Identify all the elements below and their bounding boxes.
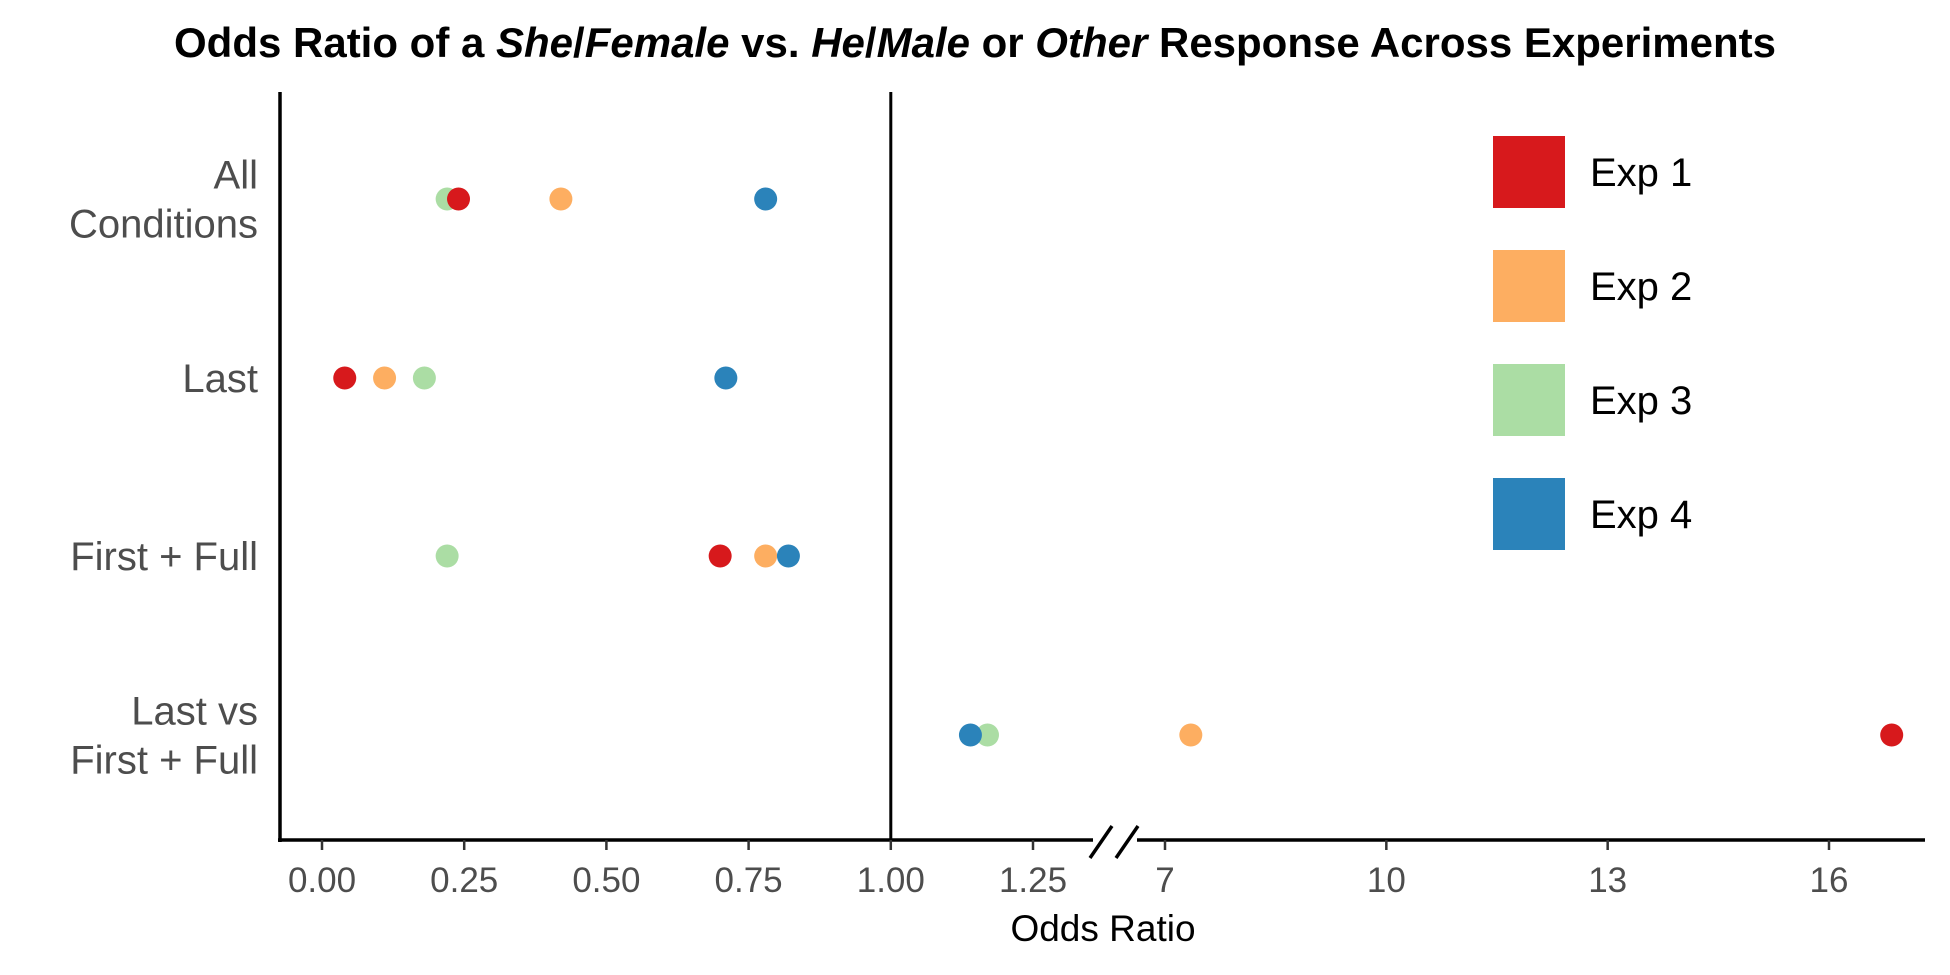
x-axis-title: Odds Ratio (1010, 908, 1195, 949)
x-tick-label: 13 (1588, 861, 1627, 900)
legend-label: Exp 2 (1590, 265, 1692, 309)
axes (278, 92, 1925, 859)
legend: Exp 1 Exp 2 Exp 3 Exp 4 (1493, 136, 1692, 550)
x-tick-label: 0.25 (430, 861, 498, 900)
category-label: Last (182, 357, 258, 401)
legend-label: Exp 4 (1590, 493, 1692, 537)
data-point (754, 544, 778, 568)
data-point (373, 366, 397, 390)
chart-title: Odds Ratio of a She/Female vs. He/Male o… (174, 19, 1776, 66)
data-point (447, 187, 471, 211)
legend-label: Exp 3 (1590, 379, 1692, 423)
data-point (958, 723, 982, 747)
x-tick-label: 0.00 (288, 861, 356, 900)
data-point (975, 723, 999, 747)
x-tick-label: 10 (1367, 861, 1406, 900)
data-point (1880, 723, 1904, 747)
data-point (412, 366, 436, 390)
axis-break-mark (1088, 825, 1114, 859)
legend-swatch (1493, 250, 1565, 322)
data-point (435, 544, 459, 568)
data-point (1179, 723, 1203, 747)
data-point (754, 187, 778, 211)
legend-swatch (1493, 136, 1565, 208)
data-point (708, 544, 732, 568)
data-point (714, 366, 738, 390)
data-point (549, 187, 573, 211)
legend-label: Exp 1 (1590, 151, 1692, 195)
x-tick-label: 0.50 (572, 861, 640, 900)
x-tick-label: 7 (1155, 861, 1174, 900)
category-label: First + Full (70, 535, 258, 579)
x-tick-label: 1.00 (857, 861, 925, 900)
data-point (333, 366, 357, 390)
x-tick-label: 16 (1810, 861, 1849, 900)
data-point (776, 544, 800, 568)
x-axis-ticks: 0.00 0.25 0.50 0.75 1.00 1.25 7 10 13 16 (288, 840, 1849, 900)
axis-break-mark (1114, 825, 1140, 859)
x-tick-label: 0.75 (715, 861, 783, 900)
legend-swatch (1493, 478, 1565, 550)
category-label: All Conditions (69, 154, 258, 247)
x-tick-label: 1.25 (999, 861, 1067, 900)
y-axis-labels: All Conditions Last First + Full Last vs Firs… (69, 154, 258, 783)
legend-swatch (1493, 364, 1565, 436)
category-label: Last vs First + Full (70, 690, 258, 783)
data-points (333, 187, 1904, 747)
